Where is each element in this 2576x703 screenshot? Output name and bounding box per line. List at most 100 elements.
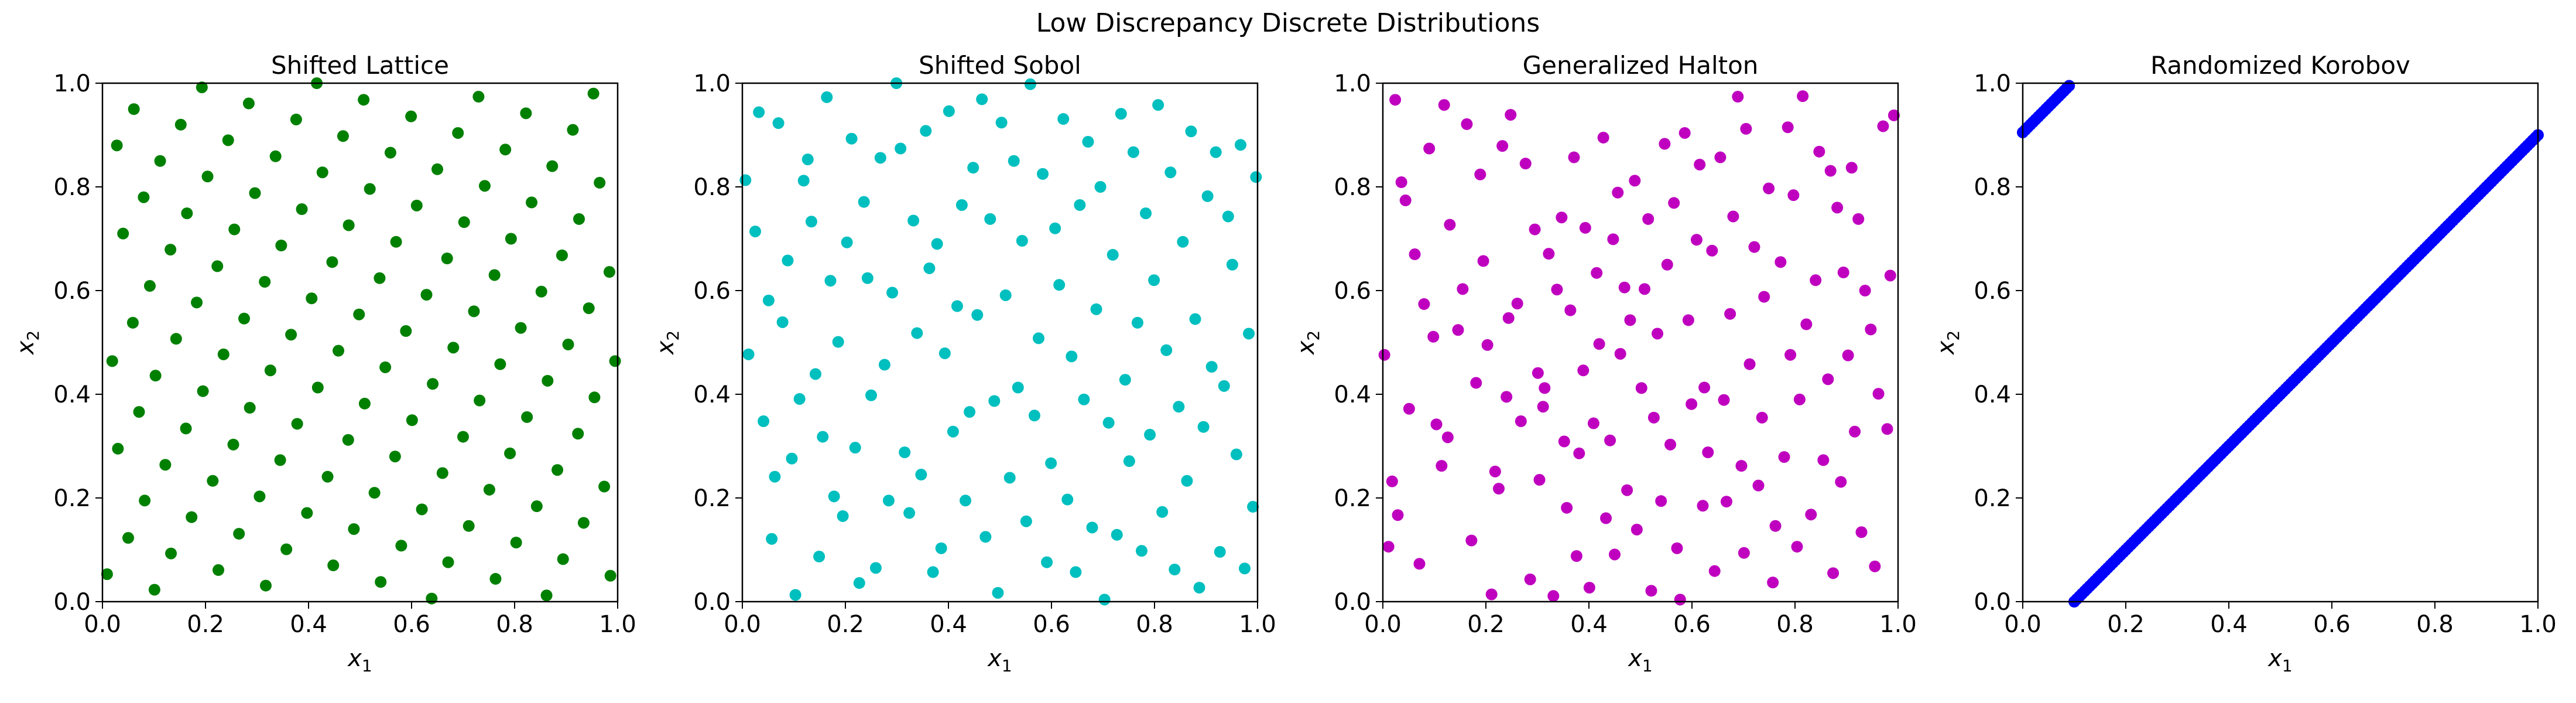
data-point [364,183,376,195]
data-point [1164,166,1177,179]
data-point [405,110,417,122]
data-point [1782,121,1794,134]
data-point [947,425,959,438]
data-point [186,511,198,523]
data-point [468,305,480,318]
data-point [489,573,502,585]
y-tick-label: 1.0 [1334,70,1371,97]
data-point [1558,435,1570,448]
data-point [196,81,208,94]
data-point [174,118,187,131]
data-point [1493,483,1505,495]
data-point [753,106,765,118]
data-point [882,494,895,507]
data-point [915,469,927,481]
data-point [1629,175,1641,187]
data-point [1778,451,1790,463]
data-point [1671,542,1683,554]
data-point [254,490,266,503]
data-point [551,464,564,476]
x-tick-label: 0.2 [827,611,864,638]
data-point [1057,113,1070,125]
data-point [911,327,923,339]
data-point [296,203,308,216]
data-point [112,442,124,455]
data-point [348,523,360,535]
data-point [1474,168,1486,180]
data-point [1593,338,1605,350]
data-point [458,216,470,228]
data-point [1389,94,1402,106]
data-point [1201,190,1214,202]
data-point [211,260,224,272]
data-point [1090,303,1102,315]
data-point [384,146,396,159]
data-point [1577,364,1590,377]
data-point [805,216,817,228]
data-point [587,87,600,100]
data-point [861,272,873,284]
data-point [1214,546,1226,558]
data-point [1718,394,1730,406]
y-tick-label: 0.0 [53,589,91,616]
data-point [201,170,214,183]
chart-title: Generalized Halton [1523,51,1759,80]
data-point [1489,465,1501,477]
x-tick-label: 0.4 [2210,611,2248,638]
data-point [540,589,553,602]
data-point [436,467,448,479]
data-point [976,93,988,105]
data-point [191,296,203,309]
data-point [828,490,840,503]
data-point [106,355,118,367]
data-point [389,451,401,463]
data-point [1441,431,1454,443]
data-point [1053,279,1066,291]
data-point [1635,382,1647,394]
y-tick-label: 0.6 [693,278,731,305]
data-point [907,214,920,227]
data-point [1177,236,1189,248]
data-point [1800,318,1813,330]
data-point [342,434,354,446]
data-point [1502,312,1515,324]
data-point [979,531,992,543]
data-point [1698,381,1711,394]
data-point [797,175,810,187]
data-point [238,312,250,325]
x-tick-label: 0.2 [187,611,224,638]
data-point [1070,566,1082,578]
data-point [505,233,517,245]
data-point [869,562,882,574]
data-point [452,127,464,139]
data-point [1136,545,1147,557]
data-point [1859,285,1871,296]
data-point [1049,222,1061,234]
y-tick-label: 0.4 [1334,381,1371,408]
data-point [793,393,806,405]
data-point [1020,515,1032,527]
data-point [321,470,334,483]
data-point [1831,202,1844,214]
data-point [117,227,129,240]
data-point [101,568,113,581]
data-point [931,238,943,250]
data-point [499,144,512,156]
data-point [1591,267,1603,279]
data-point [992,586,1004,599]
y-tick-label: 0.2 [693,485,731,512]
data-point [1612,186,1624,199]
data-point [1556,211,1568,224]
data-point [1720,496,1732,508]
data-point [776,316,789,328]
data-point [1763,182,1775,194]
data-point [1452,324,1464,336]
data-point [1775,256,1787,268]
data-point [1012,381,1024,394]
y-tick-label: 0.4 [693,381,731,408]
data-point [228,223,241,236]
figure-title: Low Discrepancy Discrete Distributions [1036,8,1540,38]
data-point [1160,344,1173,356]
data-point [1028,409,1040,422]
data-point [1098,593,1111,606]
